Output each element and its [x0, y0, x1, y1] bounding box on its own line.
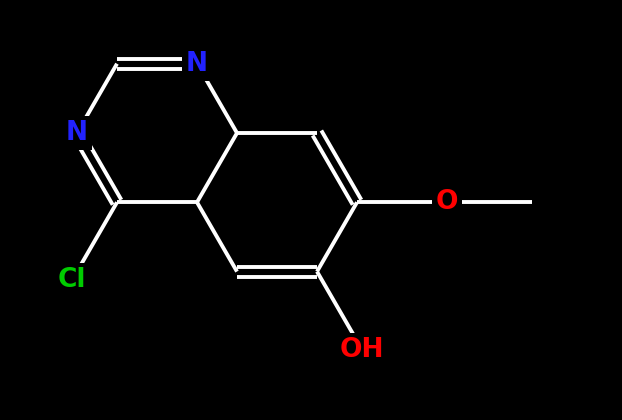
Text: OH: OH [340, 336, 384, 362]
Text: Cl: Cl [58, 267, 86, 293]
Text: N: N [186, 51, 208, 77]
Text: N: N [66, 120, 88, 146]
Text: O: O [436, 189, 458, 215]
